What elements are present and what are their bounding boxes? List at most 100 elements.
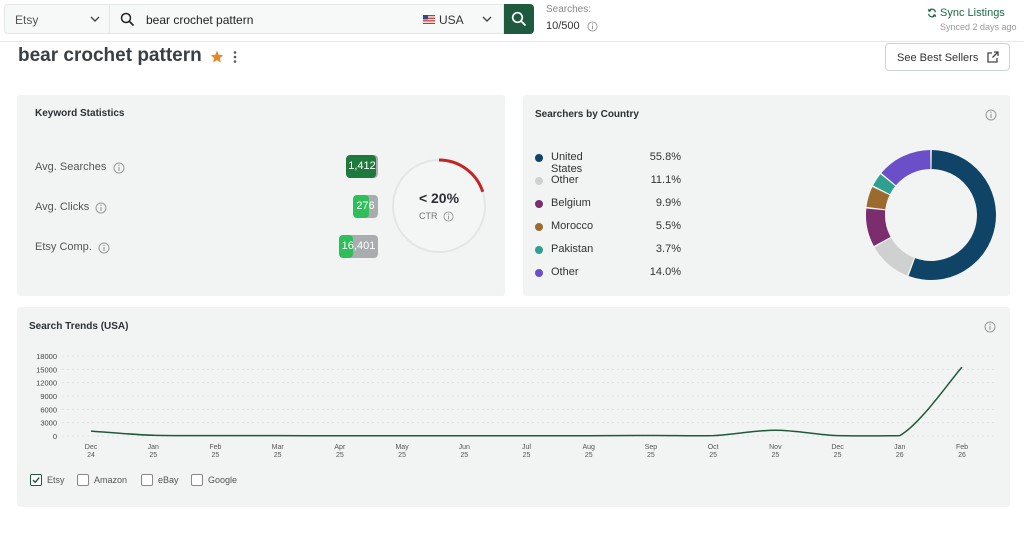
- legend-swatch: [535, 177, 543, 185]
- x-tick-label: 25: [771, 452, 779, 459]
- x-tick-label: Dec: [85, 444, 98, 451]
- star-icon[interactable]: [210, 50, 224, 64]
- legend-swatch: [535, 269, 543, 277]
- x-tick-label: Apr: [334, 444, 346, 451]
- x-tick-label: 25: [647, 452, 655, 459]
- checkbox-label: Amazon: [94, 475, 128, 485]
- stat-bar: 276: [353, 195, 378, 218]
- x-tick-label: 26: [958, 452, 966, 459]
- legend-percent: 11.1%: [650, 174, 681, 186]
- checkbox-label: Google: [208, 475, 238, 485]
- info-icon[interactable]: [443, 211, 454, 222]
- ctr-ring: [392, 158, 486, 253]
- chevron-down-icon[interactable]: [481, 13, 493, 25]
- page-title: bear crochet pattern: [18, 45, 202, 66]
- x-tick-label: Feb: [209, 444, 221, 451]
- y-tick-label: 9000: [40, 392, 57, 401]
- stat-bar: 16,401: [339, 235, 378, 258]
- stat-label: Avg. Clicks: [35, 201, 90, 213]
- search-trends-chart: 1800015000120009000600030000Dec24Jan25Fe…: [36, 352, 994, 459]
- x-tick-label: Jul: [522, 444, 531, 451]
- legend-country: Belgium: [551, 197, 591, 209]
- country-select[interactable]: USA: [439, 13, 464, 27]
- x-tick-label: 25: [834, 452, 842, 459]
- x-tick-label: 25: [709, 452, 717, 459]
- info-icon[interactable]: [98, 242, 110, 254]
- y-tick-label: 0: [53, 432, 57, 441]
- legend-percent: 3.7%: [655, 243, 681, 255]
- stat-label: Etsy Comp.: [35, 241, 92, 253]
- y-tick-label: 18000: [36, 352, 57, 361]
- us-flag-icon: [423, 15, 435, 24]
- x-tick-label: Aug: [582, 444, 595, 451]
- donut-slice: [866, 186, 890, 210]
- chevron-down-icon: [90, 16, 100, 22]
- marketplace-value: Etsy: [15, 13, 39, 27]
- checkbox-label: eBay: [158, 475, 179, 485]
- x-tick-label: 24: [87, 452, 95, 459]
- info-icon[interactable]: [985, 109, 997, 121]
- stat-value: 16,401: [341, 240, 376, 252]
- ctr-label: CTR: [419, 211, 438, 221]
- x-tick-label: 25: [149, 452, 157, 459]
- checkbox[interactable]: [30, 474, 42, 486]
- x-tick-label: Jan: [148, 444, 159, 451]
- info-icon[interactable]: [984, 321, 996, 333]
- checkbox[interactable]: [141, 474, 153, 486]
- donut-slice: [866, 208, 891, 246]
- x-tick-label: Feb: [956, 444, 968, 451]
- country-donut-chart: [866, 150, 996, 281]
- see-best-sellers-button[interactable]: See Best Sellers: [885, 43, 1010, 71]
- search-icon: [511, 11, 527, 27]
- legend-country: United States: [551, 151, 583, 175]
- legend-swatch: [535, 223, 543, 231]
- search-trends-panel: Search Trends (USA): [17, 307, 1010, 507]
- donut-slice: [873, 174, 896, 195]
- x-tick-label: 25: [523, 452, 531, 459]
- checkbox[interactable]: [191, 474, 203, 486]
- legend-country: Morocco: [551, 220, 594, 232]
- x-tick-label: Jun: [459, 444, 470, 451]
- legend-percent: 55.8%: [649, 151, 681, 163]
- check-icon: [32, 477, 40, 484]
- searchers-by-country-panel: Searchers by Country United States 55.8% O…: [523, 95, 1010, 296]
- panel-title: Searchers by Country: [535, 109, 639, 120]
- legend-swatch: [535, 246, 543, 254]
- y-tick-label: 15000: [36, 365, 57, 374]
- searches-label: Searches:: [546, 4, 592, 15]
- keyword-statistics-panel: Keyword Statistics Avg. Searches 1,412 A…: [17, 95, 505, 296]
- y-tick-label: 3000: [40, 419, 57, 428]
- ctr-arc: [438, 158, 485, 193]
- x-tick-label: 25: [460, 452, 468, 459]
- legend-country: Other: [551, 266, 579, 278]
- searches-quota: 10/500: [546, 20, 580, 32]
- x-tick-label: Nov: [769, 444, 782, 451]
- stat-bar-fill: [346, 155, 377, 178]
- search-icon: [120, 12, 135, 27]
- info-icon[interactable]: [113, 162, 125, 174]
- legend-swatch: [535, 154, 543, 162]
- search-input[interactable]: bear crochet pattern: [146, 13, 254, 27]
- info-icon[interactable]: [95, 202, 107, 214]
- x-tick-label: Sep: [645, 444, 658, 451]
- legend-percent: 14.0%: [649, 266, 681, 278]
- sync-status: Synced 2 days ago: [940, 22, 1017, 32]
- x-tick-label: Oct: [708, 444, 719, 451]
- search-bar: bear crochet pattern USA: [110, 4, 504, 34]
- stat-bar: 1,412: [346, 155, 378, 178]
- sync-label: Sync Listings: [940, 7, 1005, 19]
- marketplace-select[interactable]: Etsy: [4, 4, 110, 34]
- x-tick-label: 25: [274, 452, 282, 459]
- info-icon[interactable]: [587, 21, 598, 32]
- y-tick-label: 12000: [36, 379, 57, 388]
- external-link-icon: [987, 51, 999, 63]
- search-button[interactable]: [504, 4, 534, 34]
- checkbox[interactable]: [77, 474, 89, 486]
- sync-listings-button[interactable]: Sync Listings: [927, 7, 1005, 19]
- legend-country: Pakistan: [551, 243, 594, 255]
- checkbox-label: Etsy: [47, 475, 65, 485]
- legend-swatch: [535, 200, 543, 208]
- panel-title: Search Trends (USA): [29, 321, 129, 332]
- more-options-icon[interactable]: [231, 50, 239, 64]
- stat-bar-fill: [353, 195, 370, 218]
